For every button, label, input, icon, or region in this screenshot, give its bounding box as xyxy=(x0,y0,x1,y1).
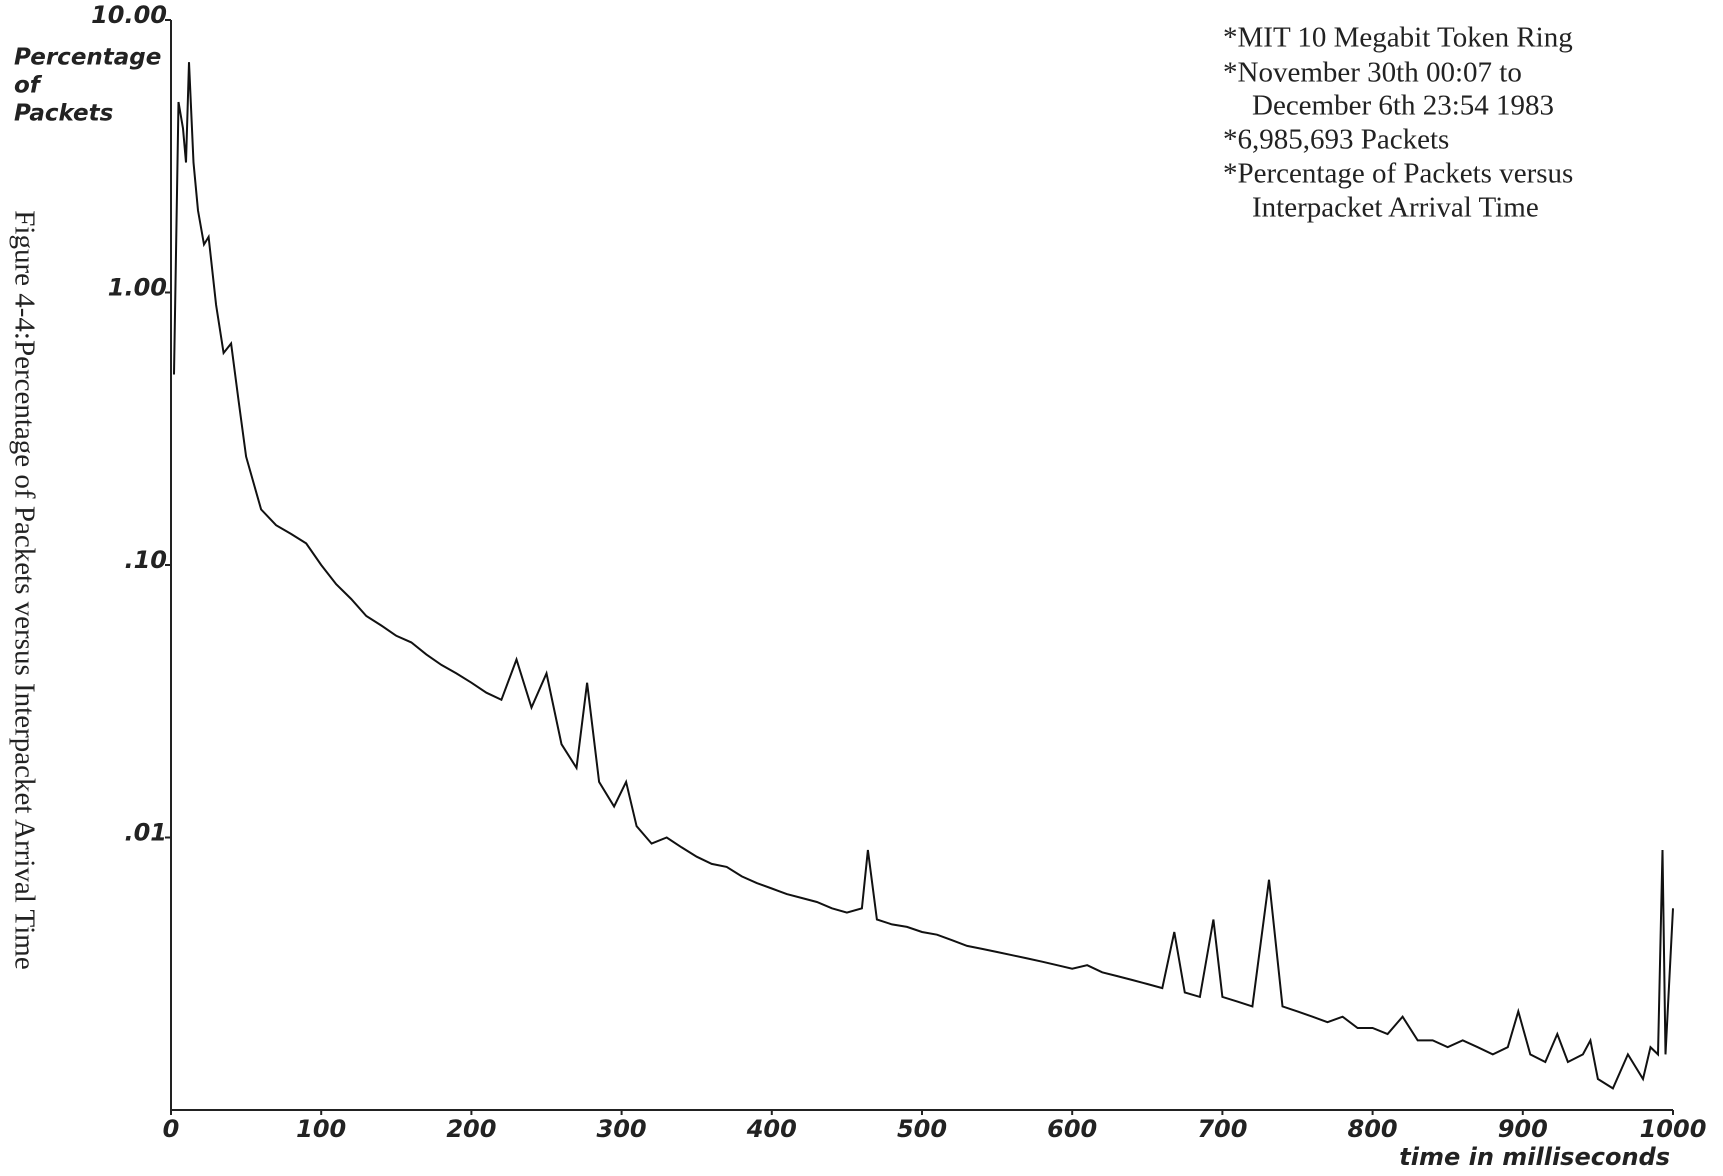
x-tick-label: 900 xyxy=(1498,1115,1548,1143)
x-tick-label: 200 xyxy=(446,1115,496,1143)
x-tick-label: 400 xyxy=(746,1115,797,1143)
x-tick-label: 0 xyxy=(163,1115,180,1143)
y-tick-label: 1.00 xyxy=(108,274,167,302)
annotation: *MIT 10 Megabit Token Ring xyxy=(1223,22,1573,54)
annotation: *6,985,693 Packets xyxy=(1223,124,1449,156)
x-tick-label: 100 xyxy=(296,1115,346,1143)
y-tick-label: .10 xyxy=(124,546,167,574)
x-tick-label: 600 xyxy=(1047,1115,1097,1143)
x-tick-label: 800 xyxy=(1348,1115,1398,1143)
y-axis-label: Percentage xyxy=(14,45,161,71)
y-axis-label: Packets xyxy=(14,101,113,127)
x-axis-label: time in milliseconds xyxy=(1399,1143,1670,1171)
annotation: Interpacket Arrival Time xyxy=(1252,192,1539,224)
figure-caption: Figure 4-4:Percentage of Packets versus … xyxy=(8,210,40,969)
data-line xyxy=(173,62,1674,1090)
x-tick-label: 700 xyxy=(1197,1115,1247,1143)
x-tick-label: 300 xyxy=(597,1115,647,1143)
x-tick-label: 500 xyxy=(897,1115,947,1143)
y-axis-label: of xyxy=(14,73,43,99)
annotation: December 6th 23:54 1983 xyxy=(1252,90,1554,122)
annotation: *November 30th 00:07 to xyxy=(1223,57,1522,89)
x-tick-label: 1000 xyxy=(1640,1115,1707,1143)
y-tick-label: 10.00 xyxy=(91,1,167,29)
y-tick-label: .01 xyxy=(124,819,167,847)
annotation: *Percentage of Packets versus xyxy=(1223,158,1573,190)
